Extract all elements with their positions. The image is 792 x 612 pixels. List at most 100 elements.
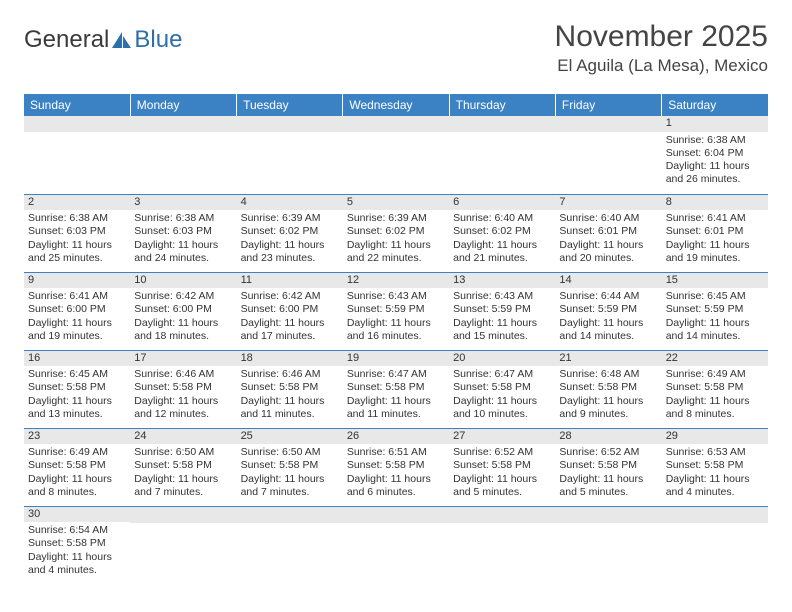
sunrise-text: Sunrise: 6:54 AM bbox=[28, 524, 126, 537]
sunset-text: Sunset: 6:01 PM bbox=[666, 225, 764, 238]
sunset-text: Sunset: 5:58 PM bbox=[347, 381, 445, 394]
calendar-cell: 2Sunrise: 6:38 AMSunset: 6:03 PMDaylight… bbox=[24, 194, 130, 272]
daylight-text: Daylight: 11 hours and 4 minutes. bbox=[28, 551, 126, 577]
logo-text-1: General bbox=[24, 26, 109, 54]
day-number: 18 bbox=[237, 351, 343, 367]
day-number: 14 bbox=[555, 273, 661, 289]
calendar-cell: 30Sunrise: 6:54 AMSunset: 5:58 PMDayligh… bbox=[24, 506, 130, 584]
sunset-text: Sunset: 5:58 PM bbox=[28, 537, 126, 550]
title-block: November 2025 El Aguila (La Mesa), Mexic… bbox=[555, 20, 768, 76]
logo: General Blue bbox=[24, 20, 182, 54]
day-number: 1 bbox=[662, 116, 768, 132]
day-body: Sunrise: 6:49 AMSunset: 5:58 PMDaylight:… bbox=[24, 444, 130, 503]
sunrise-text: Sunrise: 6:53 AM bbox=[666, 446, 764, 459]
month-title: November 2025 bbox=[555, 20, 768, 54]
calendar-cell: 26Sunrise: 6:51 AMSunset: 5:58 PMDayligh… bbox=[343, 428, 449, 506]
calendar-cell-empty bbox=[343, 116, 449, 194]
day-body: Sunrise: 6:54 AMSunset: 5:58 PMDaylight:… bbox=[24, 522, 130, 581]
sunset-text: Sunset: 5:58 PM bbox=[347, 459, 445, 472]
calendar-row: 30Sunrise: 6:54 AMSunset: 5:58 PMDayligh… bbox=[24, 506, 768, 584]
calendar-cell-empty bbox=[130, 116, 236, 194]
day-number: 10 bbox=[130, 273, 236, 289]
sunrise-text: Sunrise: 6:40 AM bbox=[453, 212, 551, 225]
day-body: Sunrise: 6:45 AMSunset: 5:59 PMDaylight:… bbox=[662, 288, 768, 347]
calendar-cell-empty bbox=[343, 506, 449, 584]
sunset-text: Sunset: 6:02 PM bbox=[347, 225, 445, 238]
sunrise-text: Sunrise: 6:41 AM bbox=[666, 212, 764, 225]
calendar-cell: 24Sunrise: 6:50 AMSunset: 5:58 PMDayligh… bbox=[130, 428, 236, 506]
day-number: 23 bbox=[24, 429, 130, 445]
sunrise-text: Sunrise: 6:41 AM bbox=[28, 290, 126, 303]
day-number: 7 bbox=[555, 195, 661, 211]
calendar-cell: 6Sunrise: 6:40 AMSunset: 6:02 PMDaylight… bbox=[449, 194, 555, 272]
day-body: Sunrise: 6:48 AMSunset: 5:58 PMDaylight:… bbox=[555, 366, 661, 425]
sunset-text: Sunset: 5:58 PM bbox=[134, 381, 232, 394]
calendar-cell: 4Sunrise: 6:39 AMSunset: 6:02 PMDaylight… bbox=[237, 194, 343, 272]
day-number: 16 bbox=[24, 351, 130, 367]
day-number: 13 bbox=[449, 273, 555, 289]
daylight-text: Daylight: 11 hours and 19 minutes. bbox=[666, 239, 764, 265]
calendar-cell-empty bbox=[449, 506, 555, 584]
sunset-text: Sunset: 6:01 PM bbox=[559, 225, 657, 238]
day-number: 27 bbox=[449, 429, 555, 445]
day-body: Sunrise: 6:45 AMSunset: 5:58 PMDaylight:… bbox=[24, 366, 130, 425]
calendar-cell-empty bbox=[662, 506, 768, 584]
calendar-row: 16Sunrise: 6:45 AMSunset: 5:58 PMDayligh… bbox=[24, 350, 768, 428]
sunset-text: Sunset: 5:58 PM bbox=[453, 459, 551, 472]
sunrise-text: Sunrise: 6:49 AM bbox=[28, 446, 126, 459]
sunset-text: Sunset: 5:58 PM bbox=[134, 459, 232, 472]
calendar-cell-empty bbox=[237, 506, 343, 584]
daylight-text: Daylight: 11 hours and 5 minutes. bbox=[559, 473, 657, 499]
weekday-header: Saturday bbox=[662, 94, 768, 116]
calendar-cell: 9Sunrise: 6:41 AMSunset: 6:00 PMDaylight… bbox=[24, 272, 130, 350]
day-number: 22 bbox=[662, 351, 768, 367]
sunset-text: Sunset: 6:02 PM bbox=[453, 225, 551, 238]
calendar-cell: 17Sunrise: 6:46 AMSunset: 5:58 PMDayligh… bbox=[130, 350, 236, 428]
daylight-text: Daylight: 11 hours and 9 minutes. bbox=[559, 395, 657, 421]
daylight-text: Daylight: 11 hours and 7 minutes. bbox=[134, 473, 232, 499]
sunrise-text: Sunrise: 6:38 AM bbox=[28, 212, 126, 225]
sunrise-text: Sunrise: 6:38 AM bbox=[666, 134, 764, 147]
calendar-cell: 1Sunrise: 6:38 AMSunset: 6:04 PMDaylight… bbox=[662, 116, 768, 194]
calendar-table: Sunday Monday Tuesday Wednesday Thursday… bbox=[24, 94, 768, 584]
daylight-text: Daylight: 11 hours and 21 minutes. bbox=[453, 239, 551, 265]
daylight-text: Daylight: 11 hours and 20 minutes. bbox=[559, 239, 657, 265]
sunrise-text: Sunrise: 6:48 AM bbox=[559, 368, 657, 381]
day-number: 4 bbox=[237, 195, 343, 211]
daylight-text: Daylight: 11 hours and 14 minutes. bbox=[559, 317, 657, 343]
calendar-row: 9Sunrise: 6:41 AMSunset: 6:00 PMDaylight… bbox=[24, 272, 768, 350]
day-number: 20 bbox=[449, 351, 555, 367]
calendar-cell-empty bbox=[555, 116, 661, 194]
weekday-header: Sunday bbox=[24, 94, 130, 116]
day-body: Sunrise: 6:39 AMSunset: 6:02 PMDaylight:… bbox=[237, 210, 343, 269]
sunrise-text: Sunrise: 6:50 AM bbox=[241, 446, 339, 459]
sunrise-text: Sunrise: 6:51 AM bbox=[347, 446, 445, 459]
day-body: Sunrise: 6:52 AMSunset: 5:58 PMDaylight:… bbox=[449, 444, 555, 503]
day-body: Sunrise: 6:38 AMSunset: 6:03 PMDaylight:… bbox=[130, 210, 236, 269]
sunset-text: Sunset: 5:58 PM bbox=[28, 459, 126, 472]
calendar-cell: 12Sunrise: 6:43 AMSunset: 5:59 PMDayligh… bbox=[343, 272, 449, 350]
day-body: Sunrise: 6:41 AMSunset: 6:01 PMDaylight:… bbox=[662, 210, 768, 269]
calendar-cell: 29Sunrise: 6:53 AMSunset: 5:58 PMDayligh… bbox=[662, 428, 768, 506]
sunrise-text: Sunrise: 6:49 AM bbox=[666, 368, 764, 381]
sunrise-text: Sunrise: 6:47 AM bbox=[453, 368, 551, 381]
day-number: 9 bbox=[24, 273, 130, 289]
calendar-cell: 15Sunrise: 6:45 AMSunset: 5:59 PMDayligh… bbox=[662, 272, 768, 350]
day-body: Sunrise: 6:41 AMSunset: 6:00 PMDaylight:… bbox=[24, 288, 130, 347]
day-body: Sunrise: 6:42 AMSunset: 6:00 PMDaylight:… bbox=[237, 288, 343, 347]
day-body: Sunrise: 6:42 AMSunset: 6:00 PMDaylight:… bbox=[130, 288, 236, 347]
sail-icon bbox=[111, 30, 133, 50]
sunrise-text: Sunrise: 6:46 AM bbox=[134, 368, 232, 381]
sunrise-text: Sunrise: 6:43 AM bbox=[347, 290, 445, 303]
daylight-text: Daylight: 11 hours and 12 minutes. bbox=[134, 395, 232, 421]
sunset-text: Sunset: 5:59 PM bbox=[666, 303, 764, 316]
sunset-text: Sunset: 6:00 PM bbox=[241, 303, 339, 316]
sunrise-text: Sunrise: 6:47 AM bbox=[347, 368, 445, 381]
daylight-text: Daylight: 11 hours and 8 minutes. bbox=[666, 395, 764, 421]
day-body: Sunrise: 6:38 AMSunset: 6:04 PMDaylight:… bbox=[662, 132, 768, 191]
logo-text-2: Blue bbox=[134, 26, 182, 54]
day-number: 6 bbox=[449, 195, 555, 211]
sunrise-text: Sunrise: 6:39 AM bbox=[241, 212, 339, 225]
sunrise-text: Sunrise: 6:52 AM bbox=[453, 446, 551, 459]
sunset-text: Sunset: 5:58 PM bbox=[559, 459, 657, 472]
